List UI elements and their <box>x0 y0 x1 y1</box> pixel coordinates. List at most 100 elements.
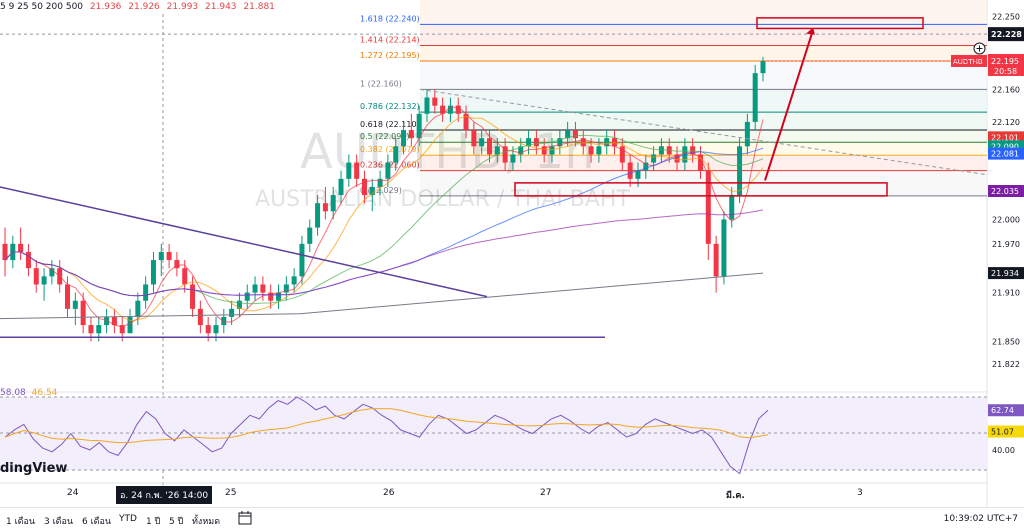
candle-body <box>205 325 211 334</box>
legend-value: 21.881 <box>243 2 275 12</box>
candle-body <box>72 300 78 309</box>
candle-body <box>705 170 711 244</box>
candle-body <box>424 97 430 114</box>
candle-body <box>651 154 657 163</box>
candle-body <box>674 154 680 163</box>
candle-body <box>447 105 453 114</box>
candle-body <box>432 97 438 106</box>
candle-body <box>604 138 610 147</box>
rsi-tick-label: 40.00 <box>992 446 1015 455</box>
candle-body <box>49 268 55 277</box>
legend-value: 21.943 <box>205 2 237 12</box>
candle-body <box>377 178 383 187</box>
candle-body <box>276 292 282 301</box>
candle-body <box>213 325 219 334</box>
countdown-label: 20:58 <box>994 67 1017 76</box>
candle-body <box>135 300 141 317</box>
price-axis[interactable] <box>987 0 1024 507</box>
candle-body <box>533 138 539 147</box>
support-zone-box[interactable] <box>514 182 888 197</box>
candle-body <box>463 113 469 131</box>
candle-body <box>229 308 235 317</box>
dashed-trend-line[interactable] <box>419 88 988 176</box>
candle-body <box>510 154 516 163</box>
rsi-ma-line <box>4 408 769 444</box>
candle-body <box>635 170 641 179</box>
cursor-price-tag <box>988 27 1024 42</box>
date-range-icon[interactable] <box>238 511 252 528</box>
candle-body <box>471 130 477 147</box>
candle-body <box>690 146 696 155</box>
fib-zone <box>420 60 987 90</box>
candle-body <box>315 203 321 228</box>
price-chart[interactable]: 1.618 (22.240) 1.414 (22.214) 1.272 (22.19… <box>0 0 1024 507</box>
range-5y-button[interactable]: 5 ปี <box>169 517 184 527</box>
price-tick-label: 22.160 <box>992 85 1020 94</box>
price-badge-label: 22.090 <box>991 142 1019 151</box>
crosshair-time-label: อ. 24 ก.พ. '26 14:00 <box>116 486 213 504</box>
candle-body <box>221 316 227 326</box>
price-badge <box>988 185 1024 197</box>
fib-level-label: 0.382 (22.079) <box>360 145 420 154</box>
candle-body <box>502 146 508 163</box>
candle-body <box>744 121 750 147</box>
candle-body <box>401 130 407 147</box>
legend-prefix: 5 9 25 50 200 500 <box>0 2 84 12</box>
range-3m-button[interactable]: 3 เดือน <box>44 517 74 527</box>
candle-body <box>643 162 649 171</box>
candle-body <box>166 251 172 261</box>
candle-body <box>721 219 727 277</box>
price-tick-label: 22.250 <box>992 12 1020 21</box>
candle-body <box>197 308 203 326</box>
candle-body <box>41 276 47 285</box>
range-1m-button[interactable]: 1 เดือน <box>6 517 36 527</box>
candle-body <box>88 325 94 334</box>
candle-body <box>408 130 414 139</box>
fib-level-label: 1 (22.160) <box>360 79 402 88</box>
candle-body <box>588 146 594 155</box>
candle-body <box>354 162 360 179</box>
candle-body <box>440 105 446 114</box>
tradingview-logo: dingView <box>0 461 68 476</box>
target-zone-box[interactable] <box>756 17 924 30</box>
candle-body <box>346 162 352 179</box>
candle-body <box>752 73 758 122</box>
rsi-badge-label: 51.07 <box>991 428 1014 437</box>
fib-level-label: 0.618 (22.110) <box>360 120 420 129</box>
range-all-button[interactable]: ทั้งหมด <box>192 517 221 527</box>
last-price-label: 22.195 <box>991 57 1019 66</box>
candle-body <box>486 138 492 155</box>
add-alert-icon[interactable] <box>973 40 986 59</box>
candle-body <box>65 284 71 309</box>
candle-body <box>627 162 633 179</box>
candle-body <box>268 292 274 301</box>
price-badge-label: 22.101 <box>991 133 1019 142</box>
target-arrow[interactable] <box>764 29 814 181</box>
price-tick-label: 21.970 <box>992 240 1020 249</box>
candle-body <box>119 325 125 334</box>
candle-body <box>455 105 461 114</box>
candle-body <box>96 325 102 334</box>
candle-body <box>557 138 563 147</box>
range-ytd-button[interactable]: YTD <box>119 514 137 524</box>
price-tick-label: 21.822 <box>992 360 1020 369</box>
candle-body <box>127 316 133 334</box>
time-label: 24 <box>67 488 79 498</box>
candle-body <box>182 268 188 285</box>
candle-body <box>322 203 328 212</box>
indicator-legend: 5 9 25 50 200 500 21.936 21.926 21.993 2… <box>0 2 275 12</box>
range-6m-button[interactable]: 6 เดือน <box>82 517 112 527</box>
trend-line[interactable] <box>0 186 488 298</box>
candle-body <box>330 195 336 212</box>
candle-body <box>596 146 602 155</box>
candle-body <box>385 162 391 179</box>
candle-body <box>526 138 532 147</box>
range-1y-button[interactable]: 1 ปี <box>146 517 161 527</box>
rsi-badge <box>988 425 1024 438</box>
legend-value: 21.926 <box>128 2 160 12</box>
candle-body <box>541 146 547 155</box>
candle-body <box>619 146 625 163</box>
fib-level-label: 1.272 (22.195) <box>360 51 420 60</box>
price-tick-label: 22.120 <box>992 118 1020 127</box>
candle-body <box>260 284 266 293</box>
